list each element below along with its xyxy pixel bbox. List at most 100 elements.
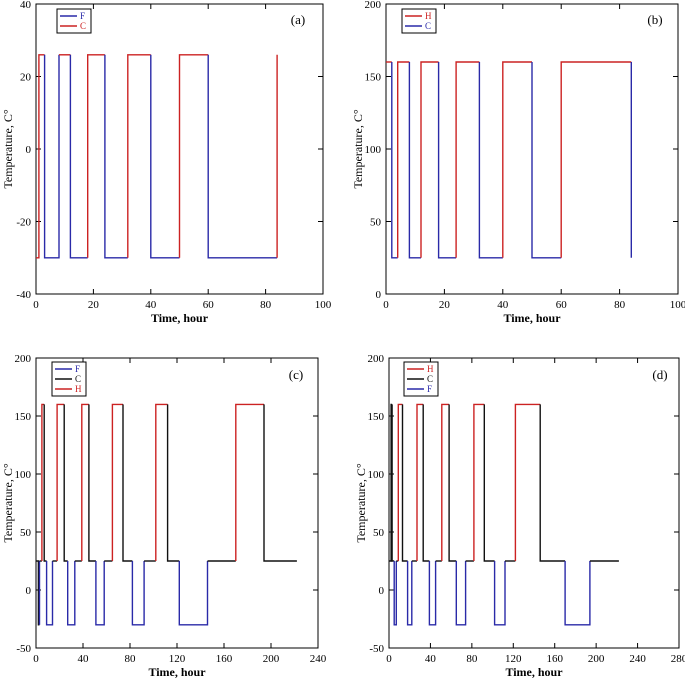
- panel-label: (c): [289, 367, 303, 382]
- series-segment: [493, 561, 506, 626]
- x-tick-label: 40: [145, 299, 157, 311]
- x-tick-label: 0: [33, 653, 39, 665]
- y-tick-label: -20: [16, 217, 31, 229]
- x-tick-label: 160: [546, 653, 563, 665]
- x-tick-label: 80: [125, 653, 137, 665]
- plot-frame: [388, 357, 680, 649]
- x-tick-label: 20: [88, 299, 100, 311]
- x-tick-label: 100: [670, 299, 685, 311]
- panel-label: (d): [652, 367, 667, 382]
- series-segment: [235, 403, 264, 561]
- y-tick-label: 150: [368, 411, 385, 423]
- x-tick-label: 200: [588, 653, 605, 665]
- series-segment: [178, 54, 209, 258]
- series-segment: [531, 62, 562, 259]
- legend: HC: [401, 8, 437, 34]
- legend-label: F: [427, 384, 432, 394]
- series-segment: [397, 403, 403, 561]
- y-axis-title: Temperature, C°: [354, 463, 368, 542]
- series-segment: [441, 403, 450, 561]
- x-axis-title: Time, hour: [148, 665, 206, 678]
- y-tick-label: 0: [376, 289, 382, 301]
- series-segment: [416, 403, 424, 561]
- series-segment: [483, 404, 495, 562]
- series-segment: [397, 61, 410, 258]
- x-tick-label: 120: [169, 653, 186, 665]
- x-tick-label: 0: [383, 299, 389, 311]
- series-segment: [45, 561, 54, 626]
- series-segment: [455, 561, 467, 626]
- legend: FCH: [51, 361, 87, 397]
- legend-box: [56, 8, 92, 34]
- series-segment: [539, 404, 566, 562]
- y-tick-label: 0: [26, 585, 32, 597]
- legend-label: C: [80, 21, 86, 31]
- series-segment: [564, 561, 591, 626]
- x-tick-label: 60: [203, 299, 215, 311]
- y-tick-label: 100: [365, 144, 382, 156]
- series-segment: [56, 403, 65, 561]
- series-segment: [393, 561, 397, 626]
- series-segment: [514, 403, 541, 561]
- series-segment: [448, 404, 457, 562]
- x-tick-label: 60: [556, 299, 568, 311]
- panel-b: 0 20 40 60 80 100 0 50 100 150 200 Time, hour Temper…: [351, 0, 685, 325]
- y-axis-title: Temperature, C°: [1, 109, 15, 188]
- series-segment: [455, 61, 480, 258]
- legend-label: H: [427, 364, 434, 374]
- series-segment: [166, 404, 180, 562]
- y-tick-label: 0: [26, 144, 32, 156]
- legend-label: C: [75, 374, 81, 384]
- x-tick-label: 280: [671, 653, 685, 665]
- y-tick-label: 50: [370, 217, 382, 229]
- series-segment: [111, 403, 123, 561]
- x-tick-label: 120: [505, 653, 522, 665]
- y-axis-title: Temperature, C°: [351, 109, 365, 188]
- series-segment: [41, 403, 45, 561]
- series-segment: [88, 404, 96, 562]
- series-segment: [122, 404, 133, 562]
- y-tick-label: -50: [16, 643, 31, 655]
- legend-label: C: [425, 21, 431, 31]
- y-tick-label: 40: [20, 0, 32, 11]
- legend-label: F: [80, 11, 85, 21]
- x-tick-label: 80: [466, 653, 478, 665]
- y-tick-label: 150: [15, 411, 32, 423]
- x-tick-label: 0: [386, 653, 392, 665]
- series-segment: [420, 61, 439, 258]
- series-segment: [207, 54, 278, 259]
- series-segment: [69, 54, 88, 259]
- series-segment: [560, 61, 632, 258]
- panel-d: 0 40 80 120 160 200 240 280-50050100150200Time,…: [354, 353, 685, 678]
- series-segment: [422, 404, 430, 562]
- series-segment: [131, 561, 145, 626]
- legend-box: [401, 8, 437, 34]
- plot-frame: [35, 357, 319, 649]
- series-segment: [127, 54, 151, 258]
- legend-label: F: [75, 364, 80, 374]
- y-tick-label: 0: [379, 585, 385, 597]
- y-tick-label: 50: [373, 527, 385, 539]
- series-segment: [178, 561, 209, 626]
- series-segment: [478, 62, 503, 259]
- series-segment: [104, 54, 128, 259]
- series-segment: [263, 404, 297, 562]
- series-segment: [43, 54, 60, 259]
- series-segment: [43, 404, 47, 562]
- series-segment: [66, 561, 76, 626]
- x-tick-label: 0: [33, 299, 39, 311]
- series-segment: [437, 62, 457, 259]
- x-tick-label: 200: [263, 653, 280, 665]
- y-tick-label: 100: [368, 469, 385, 481]
- y-axis-title: Temperature, C°: [1, 463, 15, 542]
- series-segment: [81, 403, 89, 561]
- y-tick-label: 100: [15, 469, 32, 481]
- y-tick-label: -40: [16, 289, 31, 301]
- series-segment: [63, 404, 68, 562]
- x-axis-title: Time, hour: [505, 665, 563, 678]
- series-segment: [502, 61, 532, 258]
- series-segment: [391, 62, 398, 259]
- series-segment: [36, 54, 45, 259]
